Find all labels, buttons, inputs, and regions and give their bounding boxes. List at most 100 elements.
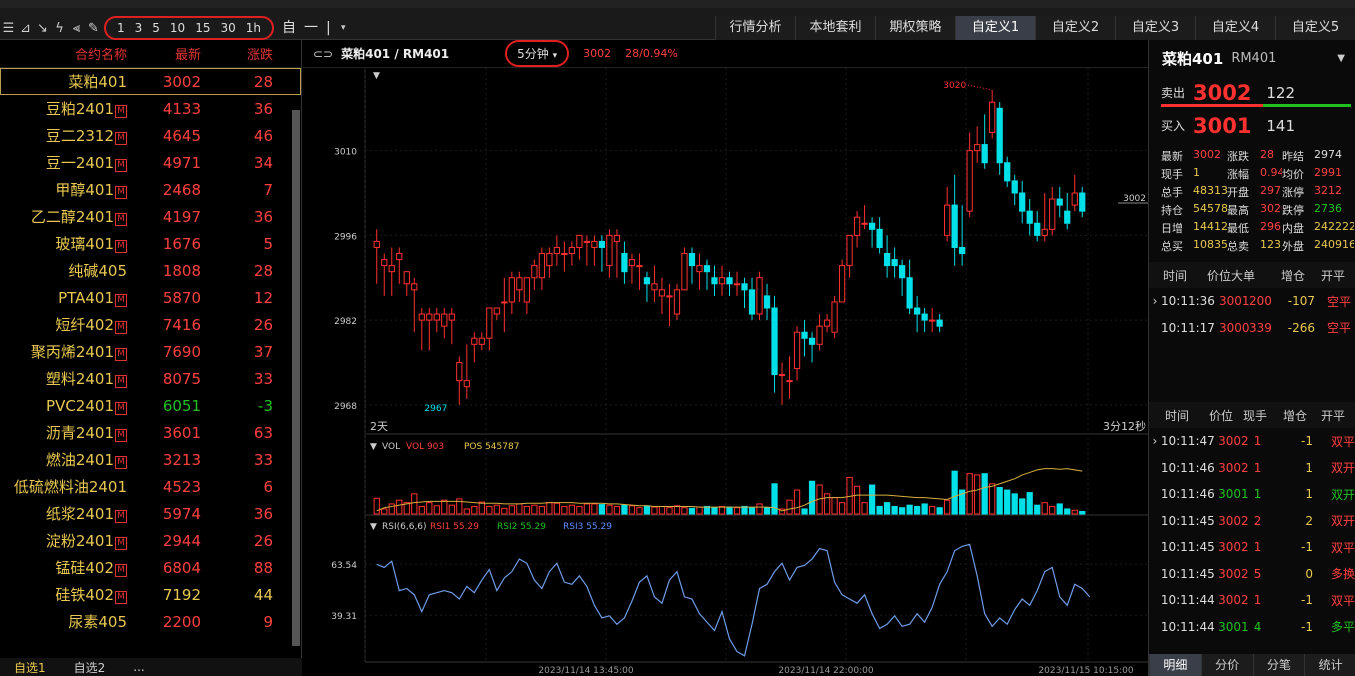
big-col-header[interactable]: 开平	[1320, 268, 1345, 283]
period-button[interactable]: 15	[195, 21, 211, 35]
volume-bar	[478, 501, 485, 515]
tick-row[interactable]: 10:11:45 3002 2 2 双开	[1149, 508, 1355, 535]
collapse-icon[interactable]: ▼	[370, 522, 377, 532]
watchlist-row[interactable]: 纸浆2401 M 5974 36	[0, 500, 301, 527]
candle	[396, 253, 403, 261]
tab-0[interactable]: 行情分析	[715, 16, 795, 40]
candle	[944, 204, 951, 236]
link-icon[interactable]: ⊂⊃	[313, 46, 334, 61]
watchlist-row[interactable]: 乙二醇2401 M 4197 36	[0, 203, 301, 230]
watchlist-row[interactable]: 聚丙烯2401 M 7690 37	[0, 338, 301, 365]
volume-bar	[501, 507, 508, 515]
tab-3[interactable]: 自定义1	[955, 16, 1035, 40]
volume-bar	[463, 508, 470, 515]
candle	[793, 331, 801, 370]
period-button[interactable]: 5	[152, 21, 160, 35]
big-order-row[interactable]: › 10:11:36 3001 200 -107 空平	[1149, 288, 1355, 315]
tick-col-header[interactable]: 时间	[1164, 408, 1189, 423]
zigzag-icon[interactable]: ϟ	[55, 20, 64, 36]
watchlist-row[interactable]: 燃油2401 M 3213 33	[0, 446, 301, 473]
big-col-header[interactable]: 价位大单	[1206, 268, 1255, 283]
big-col-header[interactable]: 增仓	[1280, 268, 1305, 283]
m-badge-icon: M	[115, 591, 127, 604]
tick-row[interactable]: 10:11:44 3001 4 -1 多平	[1149, 614, 1355, 641]
watchlist-tab[interactable]: 自选2	[73, 660, 106, 675]
detail-tab[interactable]: 明细	[1149, 654, 1201, 676]
period-button[interactable]: 3	[134, 21, 143, 35]
detail-tab[interactable]: 统计	[1304, 654, 1355, 676]
watchlist-row[interactable]: 纯碱405 1808 28	[0, 257, 301, 284]
tick-col-header[interactable]: 价位	[1208, 408, 1233, 423]
line-chart-icon[interactable]: ⊿	[20, 20, 31, 36]
collapse-icon[interactable]: ▼	[370, 442, 377, 452]
tick-col-header[interactable]: 增仓	[1282, 408, 1307, 423]
watchlist-row[interactable]: 塑料2401 M 8075 33	[0, 365, 301, 392]
period-button[interactable]: 10	[169, 21, 186, 35]
header-name[interactable]: 合约名称	[74, 48, 127, 63]
tool-button[interactable]: |	[326, 20, 331, 36]
tool-button[interactable]: 一	[304, 20, 319, 36]
period-selector[interactable]: 5分钟 ▾	[505, 40, 570, 67]
watchlist-row[interactable]: 玻璃401 M 1676 5	[0, 230, 301, 257]
tick-row[interactable]: 10:11:45 3002 1 -1 双平	[1149, 534, 1355, 561]
tick-col-header[interactable]: 现手	[1242, 408, 1267, 423]
tool-button[interactable]: 自	[282, 20, 297, 36]
watchlist-row[interactable]: 豆一2401 M 4971 34	[0, 149, 301, 176]
tick-row[interactable]: 10:11:46 3001 1 1 双开	[1149, 481, 1355, 508]
volume-bar	[538, 505, 545, 515]
period-button[interactable]: 30	[220, 21, 236, 35]
header-change[interactable]: 涨跌	[246, 48, 273, 63]
menu-icon[interactable]: ☰	[2, 20, 15, 36]
watchlist-row[interactable]: 淀粉2401 M 2944 26	[0, 527, 301, 554]
watchlist-row[interactable]: 菜粕401 3002 28	[0, 68, 301, 95]
watchlist-row[interactable]: 豆二2312 M 4645 46	[0, 122, 301, 149]
collapse-icon[interactable]: ▼	[373, 71, 380, 81]
tick-col-header[interactable]: 开平	[1320, 408, 1345, 423]
stat-value: 3002	[1193, 148, 1221, 161]
pencil-icon[interactable]: ✎	[88, 20, 99, 36]
watchlist-row[interactable]: PVC2401 M 6051 -3	[0, 392, 301, 419]
tick-row[interactable]: › 10:11:47 3002 1 -1 双平	[1149, 428, 1355, 455]
volume-bar	[726, 506, 733, 515]
tab-7[interactable]: 自定义5	[1275, 16, 1355, 40]
sell-price[interactable]: 3002	[1193, 80, 1252, 105]
header-last[interactable]: 最新	[174, 48, 201, 63]
big-col-header[interactable]: 时间	[1162, 268, 1187, 283]
detail-tab[interactable]: 分笔	[1252, 654, 1305, 676]
volume-bar	[1064, 508, 1071, 515]
watchlist-row[interactable]: 沥青2401 M 3601 63	[0, 419, 301, 446]
watchlist-row[interactable]: 硅铁402 M 7192 44	[0, 581, 301, 608]
period-button[interactable]: 1	[117, 21, 125, 35]
watchlist-tab[interactable]: 自选1	[14, 660, 46, 675]
tick-row[interactable]: 10:11:45 3002 5 0 多换	[1149, 561, 1355, 588]
big-order-row[interactable]: 10:11:17 3000 339 -266 空平	[1149, 315, 1355, 342]
detail-tab[interactable]: 分价	[1200, 654, 1253, 676]
stat-label: 昨结	[1282, 150, 1304, 163]
watchlist-row[interactable]: 甲醇401 M 2468 7	[0, 176, 301, 203]
candle	[583, 240, 591, 243]
tab-6[interactable]: 自定义4	[1195, 16, 1275, 40]
tick-row[interactable]: 10:11:44 3002 1 -1 双平	[1149, 587, 1355, 614]
buy-price[interactable]: 3001	[1193, 113, 1252, 138]
chevron-down-icon: ▾	[552, 51, 558, 61]
tab-2[interactable]: 期权策略	[875, 16, 955, 40]
bar-icon[interactable]: ⫷	[72, 20, 81, 36]
watchlist-scrollbar[interactable]	[292, 110, 300, 646]
watchlist-row[interactable]: PTA401 M 5870 12	[0, 284, 301, 311]
watchlist-row[interactable]: 短纤402 M 7416 26	[0, 311, 301, 338]
tick-row[interactable]: 10:11:46 3002 1 1 双开	[1149, 455, 1355, 482]
period-button[interactable]: 1h	[245, 21, 262, 35]
tab-1[interactable]: 本地套利	[795, 16, 875, 40]
tab-5[interactable]: 自定义3	[1115, 16, 1195, 40]
watchlist-tab[interactable]: ...	[133, 660, 145, 674]
period-label: 5分钟	[517, 47, 549, 61]
watchlist-row[interactable]: 尿素405 2200 9	[0, 608, 301, 635]
watchlist-row[interactable]: 豆粕2401 M 4133 36	[0, 95, 301, 122]
chevron-down-icon[interactable]: ▾	[340, 23, 346, 33]
watchlist-row[interactable]: 低硫燃料油2401 4523 6	[0, 473, 301, 500]
tab-4[interactable]: 自定义2	[1035, 16, 1115, 40]
watchlist-row[interactable]: 锰硅402 M 6804 88	[0, 554, 301, 581]
chevron-down-icon[interactable]: ▼	[1337, 52, 1345, 64]
stock-icon[interactable]: ↘	[37, 20, 48, 36]
